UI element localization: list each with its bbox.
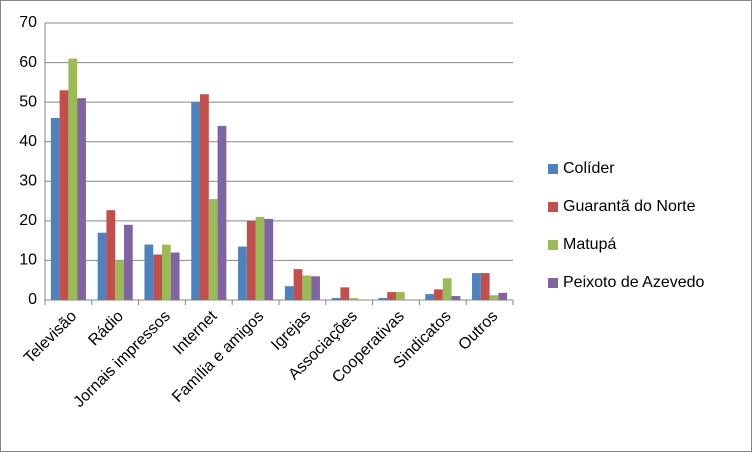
bar (396, 292, 405, 300)
bar (331, 298, 341, 300)
bar (217, 125, 227, 300)
bar (144, 244, 154, 300)
legend-label: Matupá (563, 236, 616, 253)
legend-swatch (548, 164, 558, 174)
bar (97, 232, 107, 300)
legend-label: Colíder (563, 160, 615, 177)
bar (340, 287, 350, 300)
bar (480, 273, 490, 300)
y-tick-label: 70 (19, 14, 37, 31)
bar (284, 286, 294, 300)
bar (200, 94, 209, 300)
y-tick-label: 40 (19, 133, 37, 150)
bar (378, 298, 388, 300)
y-tick-label: 10 (19, 252, 37, 269)
legend-swatch (548, 240, 558, 250)
bar (246, 220, 256, 300)
bar (293, 269, 303, 300)
y-tick-label: 60 (19, 54, 37, 71)
bar (489, 295, 499, 300)
bar (472, 273, 481, 300)
bar (77, 98, 86, 300)
y-tick-label: 0 (28, 291, 37, 308)
y-tick-label: 50 (19, 93, 37, 110)
bar (115, 260, 124, 300)
bar (59, 90, 69, 301)
bar (264, 218, 274, 300)
bar (106, 210, 116, 300)
bar (311, 276, 320, 300)
legend-label: Guarantã do Norte (563, 198, 696, 215)
bar (349, 298, 358, 300)
legend-swatch (548, 202, 558, 212)
bar (434, 289, 443, 300)
y-tick-label: 20 (19, 212, 37, 229)
bar (255, 216, 265, 300)
bar (208, 199, 218, 300)
bar (442, 278, 452, 300)
bar (425, 294, 435, 300)
bar (162, 244, 171, 300)
bar (123, 224, 133, 300)
bar (153, 254, 162, 300)
bar (387, 292, 396, 300)
bar (68, 58, 78, 300)
y-tick-label: 30 (19, 173, 37, 190)
bar (50, 117, 60, 300)
bar (191, 102, 201, 301)
legend-label: Peixoto de Azevedo (563, 274, 705, 291)
bar (170, 252, 180, 300)
legend-swatch (548, 278, 558, 288)
bar (238, 246, 247, 300)
bar (498, 292, 508, 300)
bar (451, 296, 461, 300)
bar (302, 275, 312, 300)
